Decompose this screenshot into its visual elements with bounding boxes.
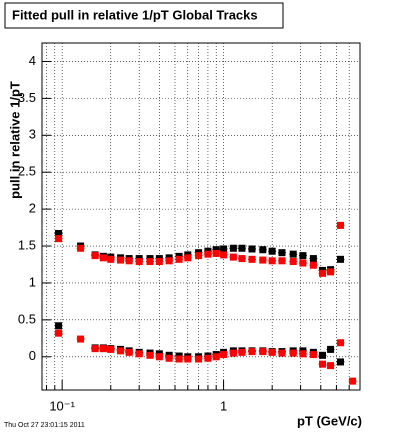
marker	[229, 253, 237, 261]
marker	[327, 362, 335, 370]
y-tick-label: 2	[29, 201, 36, 216]
marker	[248, 255, 256, 263]
marker	[165, 354, 173, 362]
marker	[165, 257, 173, 265]
marker	[146, 351, 154, 359]
marker	[248, 245, 256, 253]
y-tick-label: 0.5	[18, 311, 36, 326]
marker	[204, 250, 212, 258]
marker	[336, 255, 344, 263]
marker	[146, 258, 154, 266]
marker	[125, 257, 133, 265]
marker	[349, 377, 357, 385]
x-tick-label: 1	[220, 398, 227, 413]
marker	[238, 255, 246, 263]
marker	[77, 335, 85, 343]
marker	[336, 339, 344, 347]
marker	[212, 353, 220, 361]
y-tick-label: 2.5	[18, 164, 36, 179]
marker	[327, 268, 335, 276]
marker	[212, 246, 220, 254]
y-tick-label: 1	[29, 274, 36, 289]
marker	[195, 355, 203, 363]
marker	[91, 345, 99, 353]
x-tick-label: 10⁻¹	[49, 398, 75, 413]
marker	[336, 221, 344, 229]
y-axis-label: pull in relative 1/pT	[7, 81, 22, 199]
y-tick-label: 3	[29, 127, 36, 142]
marker	[184, 254, 192, 262]
marker	[99, 345, 107, 353]
marker	[289, 258, 297, 266]
footer-date: Thu Oct 27 23:01:15 2011	[4, 422, 85, 429]
marker	[135, 258, 143, 266]
marker	[319, 351, 327, 359]
marker	[77, 244, 85, 252]
y-tick-label: 0	[29, 348, 36, 363]
marker	[212, 249, 220, 257]
y-tick-label: 4	[29, 53, 36, 68]
marker	[125, 348, 133, 356]
marker	[175, 355, 183, 363]
marker	[259, 256, 267, 264]
title-box	[4, 2, 284, 29]
marker	[204, 354, 212, 362]
marker	[319, 360, 327, 368]
plot-frame	[41, 42, 361, 391]
marker	[268, 348, 276, 356]
marker	[155, 353, 163, 361]
marker	[289, 250, 297, 258]
marker	[220, 245, 228, 253]
marker	[220, 251, 228, 259]
marker	[299, 252, 307, 260]
marker	[220, 351, 228, 359]
marker	[309, 255, 317, 263]
marker	[55, 229, 63, 237]
marker	[268, 257, 276, 265]
marker	[117, 347, 125, 355]
marker	[55, 235, 63, 243]
marker	[91, 252, 99, 260]
marker	[327, 345, 335, 353]
y-tick-label: 1.5	[18, 237, 36, 252]
marker	[289, 349, 297, 357]
marker	[229, 349, 237, 357]
marker	[278, 349, 286, 357]
marker	[248, 348, 256, 356]
marker	[299, 259, 307, 267]
x-axis-label: pT (GeV/c)	[297, 413, 362, 428]
marker	[238, 244, 246, 252]
marker	[155, 258, 163, 266]
marker	[309, 261, 317, 269]
marker	[336, 358, 344, 366]
marker	[195, 252, 203, 260]
marker	[278, 249, 286, 257]
marker	[268, 247, 276, 255]
marker	[99, 254, 107, 262]
marker	[299, 350, 307, 358]
marker	[259, 348, 267, 356]
marker	[319, 269, 327, 277]
chart-title: Fitted pull in relative 1/pT Global Trac…	[12, 7, 258, 22]
marker	[309, 351, 317, 359]
y-tick-label: 3.5	[18, 90, 36, 105]
marker	[238, 348, 246, 356]
marker	[184, 355, 192, 363]
marker	[259, 246, 267, 254]
marker	[107, 345, 115, 353]
marker	[135, 350, 143, 358]
marker	[55, 329, 63, 337]
marker	[117, 256, 125, 264]
marker	[229, 244, 237, 252]
marker	[55, 322, 63, 330]
marker	[278, 257, 286, 265]
marker	[107, 255, 115, 263]
marker	[175, 255, 183, 263]
